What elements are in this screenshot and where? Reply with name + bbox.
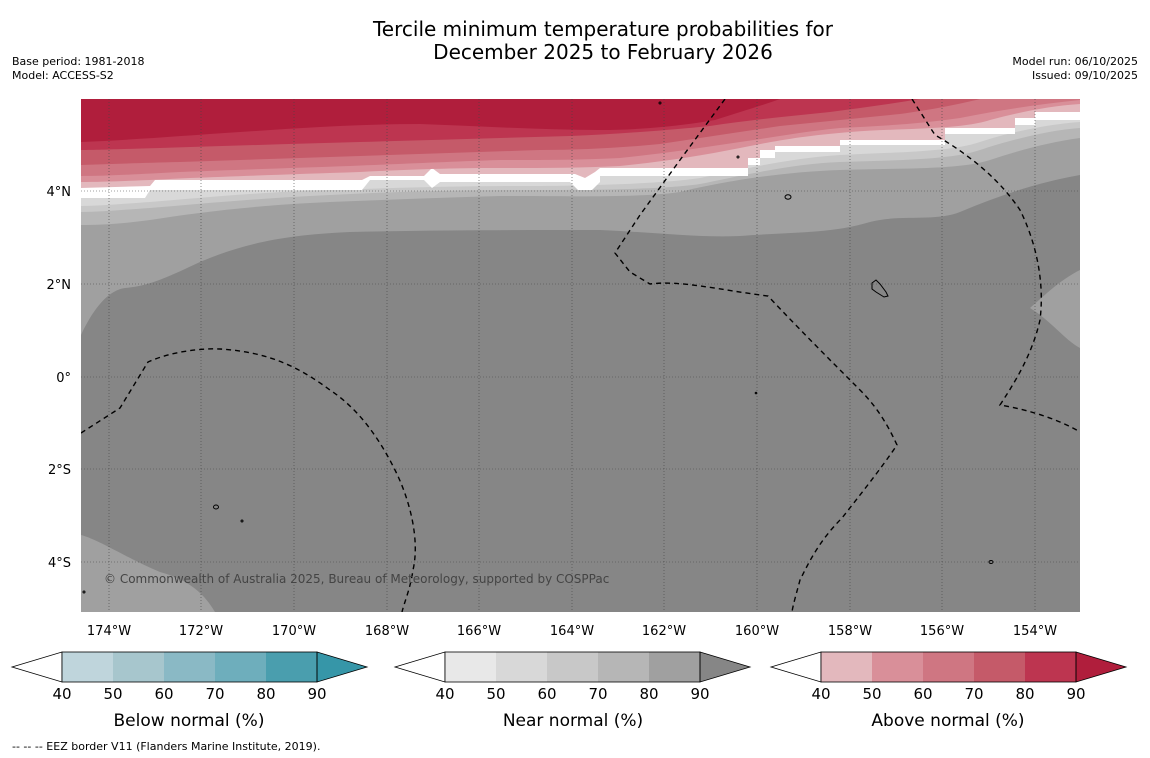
colorbar-segment xyxy=(1025,652,1076,682)
island-3 xyxy=(213,504,219,510)
colorbar-segment xyxy=(445,652,496,682)
meta-right: Model run: 06/10/2025 Issued: 09/10/2025 xyxy=(1012,55,1138,83)
colorbar-segment xyxy=(164,652,215,682)
title-line-2: December 2025 to February 2026 xyxy=(433,40,773,64)
colorbar-outline xyxy=(820,651,1077,683)
lat-labels: 4°N 2°N 0° 2°S 4°S xyxy=(47,185,72,571)
colorbar-segment xyxy=(598,652,649,682)
lon-label: 168°W xyxy=(365,624,409,639)
lon-label: 174°W xyxy=(87,624,131,639)
lat-label: 2°S xyxy=(48,463,71,478)
colorbar-tick: 40 xyxy=(811,685,830,703)
colorbar-title: Below normal (%) xyxy=(114,711,265,731)
legend-below-normal: 40 50 60 70 80 90 Below normal (%) xyxy=(10,651,369,731)
colorbar-tick: 70 xyxy=(205,685,224,703)
colorbar-tick: 50 xyxy=(486,685,505,703)
colorbar-segment xyxy=(872,652,923,682)
lat-label: 4°N xyxy=(47,185,72,200)
map-panel: © Commonwealth of Australia 2025, Bureau… xyxy=(81,99,1080,612)
colorbar-outline xyxy=(444,651,701,683)
island-1 xyxy=(784,194,792,200)
colorbar-tick: 60 xyxy=(537,685,556,703)
island-4 xyxy=(240,519,244,523)
island-6 xyxy=(658,101,662,105)
lat-label: 4°S xyxy=(48,556,71,571)
colorbar-tick: 60 xyxy=(154,685,173,703)
legend-above-normal: 40 50 60 70 80 90 Above normal (%) xyxy=(769,651,1128,731)
near-normal-80-region-bottom xyxy=(81,535,215,612)
lon-label: 172°W xyxy=(179,624,223,639)
colorbar-tick: 80 xyxy=(256,685,275,703)
colorbar-tick: 50 xyxy=(103,685,122,703)
island-2 xyxy=(871,279,889,298)
colorbar-segment xyxy=(266,652,317,682)
lon-label: 164°W xyxy=(550,624,594,639)
island-5 xyxy=(988,560,994,564)
colorbar-tick: 70 xyxy=(588,685,607,703)
colorbar-low-arrow xyxy=(769,651,822,683)
near-normal-80-region-right xyxy=(1030,270,1080,348)
lat-label: 0° xyxy=(56,371,71,386)
eez-border-note: -- -- -- EEZ border V11 (Flanders Marine… xyxy=(12,740,321,753)
colorbar-outline xyxy=(61,651,318,683)
colorbar-high-arrow xyxy=(316,651,369,683)
colorbar-tick: 80 xyxy=(1015,685,1034,703)
lon-label: 154°W xyxy=(1013,624,1057,639)
colorbar-tick: 50 xyxy=(862,685,881,703)
model-run: Model run: 06/10/2025 xyxy=(1012,55,1138,68)
legend-near-normal: 40 50 60 70 80 90 Near normal (%) xyxy=(393,651,752,731)
island-9 xyxy=(82,590,86,594)
lon-label: 156°W xyxy=(920,624,964,639)
island-8 xyxy=(754,391,758,395)
colorbar-segment xyxy=(496,652,547,682)
eez-borders xyxy=(81,99,1080,612)
colorbar-high-arrow xyxy=(699,651,752,683)
base-period: Base period: 1981-2018 xyxy=(12,55,145,68)
colorbar-tick: 60 xyxy=(913,685,932,703)
colorbar-tick: 40 xyxy=(435,685,454,703)
above-normal-90-region xyxy=(81,99,780,142)
colorbar-tick: 70 xyxy=(964,685,983,703)
colorbar-tick: 80 xyxy=(639,685,658,703)
colorbar-segment xyxy=(215,652,266,682)
islands xyxy=(82,101,994,594)
colorbar-tick: 90 xyxy=(690,685,709,703)
colorbar-segment xyxy=(974,652,1025,682)
colorbar-low-arrow xyxy=(393,651,446,683)
island-7 xyxy=(736,155,740,159)
lon-labels: 174°W 172°W 170°W 168°W 166°W 164°W 162°… xyxy=(87,624,1057,639)
colorbar-tick: 90 xyxy=(1066,685,1085,703)
colorbar-segment xyxy=(821,652,872,682)
meta-left: Base period: 1981-2018 Model: ACCESS-S2 xyxy=(12,55,144,83)
issued-date: Issued: 09/10/2025 xyxy=(1031,69,1138,82)
lon-label: 158°W xyxy=(828,624,872,639)
lon-label: 170°W xyxy=(272,624,316,639)
colorbar-segment xyxy=(923,652,974,682)
title-line-1: Tercile minimum temperature probabilitie… xyxy=(372,17,834,41)
lon-label: 162°W xyxy=(642,624,686,639)
colorbar-segment xyxy=(547,652,598,682)
colorbar-segment xyxy=(62,652,113,682)
colorbar-title: Near normal (%) xyxy=(503,711,643,731)
lat-label: 2°N xyxy=(47,278,72,293)
model-name: Model: ACCESS-S2 xyxy=(12,69,114,82)
colorbar-segment xyxy=(649,652,700,682)
map-title: Tercile minimum temperature probabilitie… xyxy=(0,18,1150,64)
colorbar-segment xyxy=(113,652,164,682)
copyright-text: © Commonwealth of Australia 2025, Bureau… xyxy=(104,572,609,586)
lon-label: 160°W xyxy=(735,624,779,639)
lon-label: 166°W xyxy=(457,624,501,639)
colorbar-title: Above normal (%) xyxy=(871,711,1024,731)
colorbar-low-arrow xyxy=(10,651,63,683)
colorbar-high-arrow xyxy=(1075,651,1128,683)
colorbar-tick: 90 xyxy=(307,685,326,703)
colorbar-tick: 40 xyxy=(52,685,71,703)
